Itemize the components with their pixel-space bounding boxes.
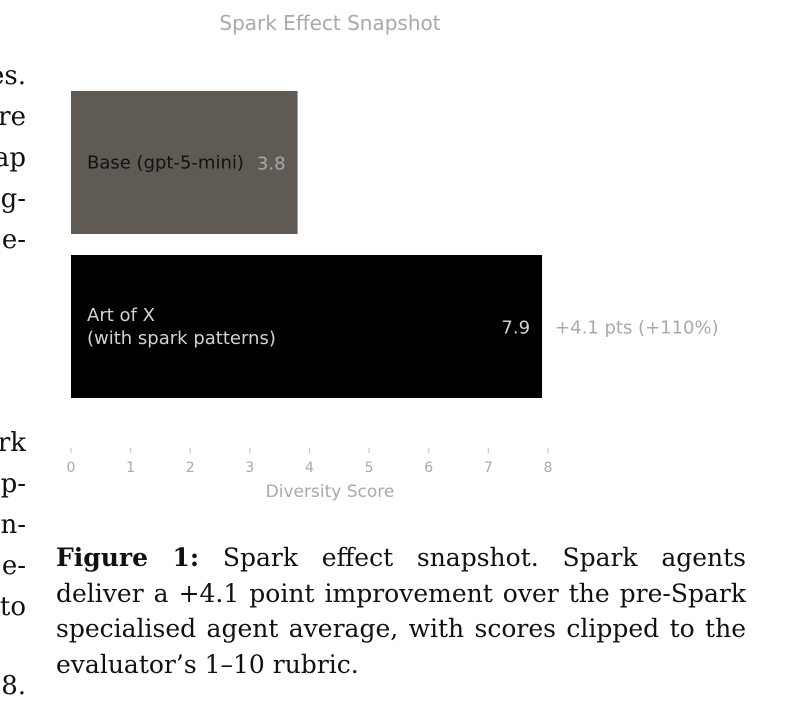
left-text-fragment: ap [0, 143, 26, 173]
left-text-fragment: 8. [1, 671, 26, 701]
x-tick-label: 6 [424, 460, 433, 476]
chart-title: Spark Effect Snapshot [219, 11, 440, 35]
left-text-fragment: es. [0, 61, 26, 91]
x-tick-label: 7 [484, 460, 493, 476]
x-axis-label: Diversity Score [266, 482, 395, 502]
improvement-annotation: +4.1 pts (+110%) [555, 318, 719, 339]
left-text-fragment: rk [0, 428, 26, 458]
bar [71, 91, 298, 234]
bar-category-label: Art of X (with spark patterns) [87, 305, 276, 349]
left-text-fragment: g- [0, 184, 26, 214]
left-text-fragment: n- [0, 510, 26, 540]
left-text-fragment: re [0, 102, 26, 132]
x-tick-label: 4 [305, 460, 314, 476]
x-tick-label: 1 [126, 460, 135, 476]
x-tick-label: 2 [186, 460, 195, 476]
x-tick-label: 3 [245, 460, 254, 476]
x-tick-label: 0 [67, 460, 76, 476]
left-text-fragment: to [0, 592, 26, 622]
bar-chart: Spark Effect Snapshot Base (gpt-5-mini) 3… [67, 11, 719, 502]
caption-label: Figure 1: [56, 543, 200, 572]
bar-value-label: 7.9 [501, 318, 530, 339]
bar [71, 255, 543, 398]
left-text-fragment: e- [1, 551, 26, 581]
figure-caption: Figure 1: Spark effect snapshot. Spark a… [56, 540, 746, 682]
x-tick-label: 8 [544, 460, 553, 476]
left-text-fragment: p- [0, 469, 26, 499]
caption-text: Spark effect snapshot. Spark agents deli… [56, 543, 746, 679]
bar-category-label: Base (gpt-5-mini) [87, 153, 244, 174]
left-text-fragment: e- [1, 225, 26, 255]
x-tick-label: 5 [365, 460, 374, 476]
left-column-text: es. re ap g- e- rk p- n- e- to 8. [0, 0, 26, 712]
bar-value-label: 3.8 [257, 154, 286, 175]
